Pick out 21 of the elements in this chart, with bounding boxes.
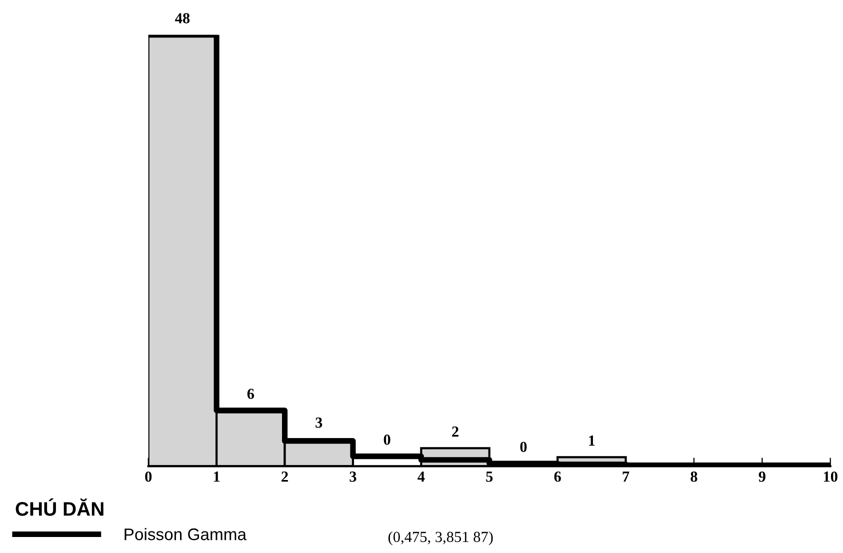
- x-tick-label: 4: [418, 472, 425, 482]
- x-tick-label: 3: [350, 472, 356, 482]
- legend-title: CHÚ DĂN: [16, 498, 104, 516]
- data-label: 0: [520, 442, 527, 452]
- x-tick-label: 8: [690, 471, 698, 482]
- x-tick-label: 6: [554, 472, 561, 482]
- data-label: 3: [316, 418, 322, 428]
- x-tick-label: 0: [145, 471, 152, 482]
- x-tick-label: 10: [824, 471, 838, 482]
- x-tick-label: 2: [282, 472, 288, 482]
- data-label: 1: [589, 436, 595, 446]
- data-label: 0: [384, 434, 390, 445]
- text: (0,475, 3,851 87): [388, 531, 493, 546]
- x-tick-label: 9: [758, 472, 766, 482]
- x-tick-label: 1: [214, 472, 220, 482]
- data-label: 48: [175, 13, 190, 24]
- text: Poisson Gamma: [124, 528, 247, 540]
- x-tick-label: 5: [486, 472, 493, 482]
- data-label: 2: [452, 426, 458, 437]
- data-label: 6: [247, 388, 254, 400]
- x-tick-label: 7: [622, 472, 630, 482]
